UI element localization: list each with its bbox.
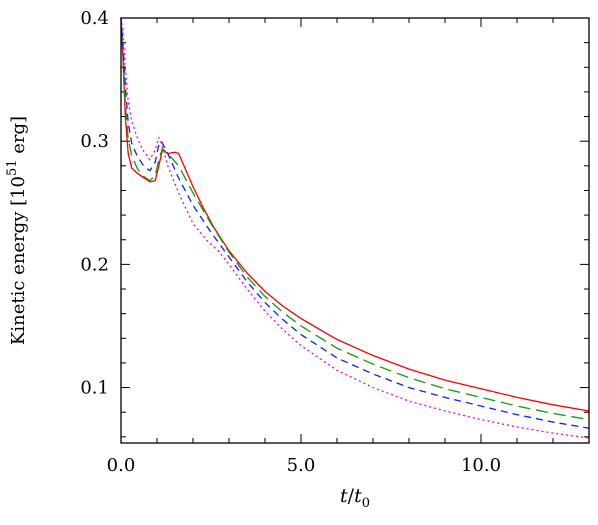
y-tick-label: 0.4 bbox=[80, 8, 109, 29]
series-lines bbox=[120, 17, 590, 439]
y-tick-label: 0.3 bbox=[80, 131, 109, 152]
x-axis-label-slash: / bbox=[348, 485, 355, 507]
x-tick-label: 5.0 bbox=[287, 455, 316, 476]
x-axis-label-sub: 0 bbox=[362, 496, 370, 511]
y-axis-label-sup: 51 bbox=[5, 159, 20, 176]
x-tick-label: 0.0 bbox=[107, 455, 136, 476]
series-line-2 bbox=[120, 17, 590, 421]
series-line-3 bbox=[120, 17, 590, 429]
plot-frame bbox=[120, 17, 590, 444]
y-axis-label: Kinetic energy [1051 erg] bbox=[5, 116, 29, 345]
x-axis-label: t/t0 bbox=[340, 485, 370, 511]
tick-labels: 0.0 5.0 10.0 0.1 0.2 0.3 0.4 bbox=[80, 8, 501, 476]
x-axis-label-var: t bbox=[340, 485, 348, 507]
x-axis-label-subvar: t bbox=[354, 485, 362, 507]
y-axis-label-main: Kinetic energy [10 bbox=[8, 176, 29, 345]
y-tick-label: 0.2 bbox=[80, 254, 109, 275]
series-line-4 bbox=[120, 17, 590, 439]
y-axis-label-unit: erg] bbox=[8, 116, 29, 160]
series-line-1 bbox=[120, 17, 590, 412]
x-tick-label: 10.0 bbox=[461, 455, 501, 476]
y-tick-label: 0.1 bbox=[80, 378, 109, 399]
